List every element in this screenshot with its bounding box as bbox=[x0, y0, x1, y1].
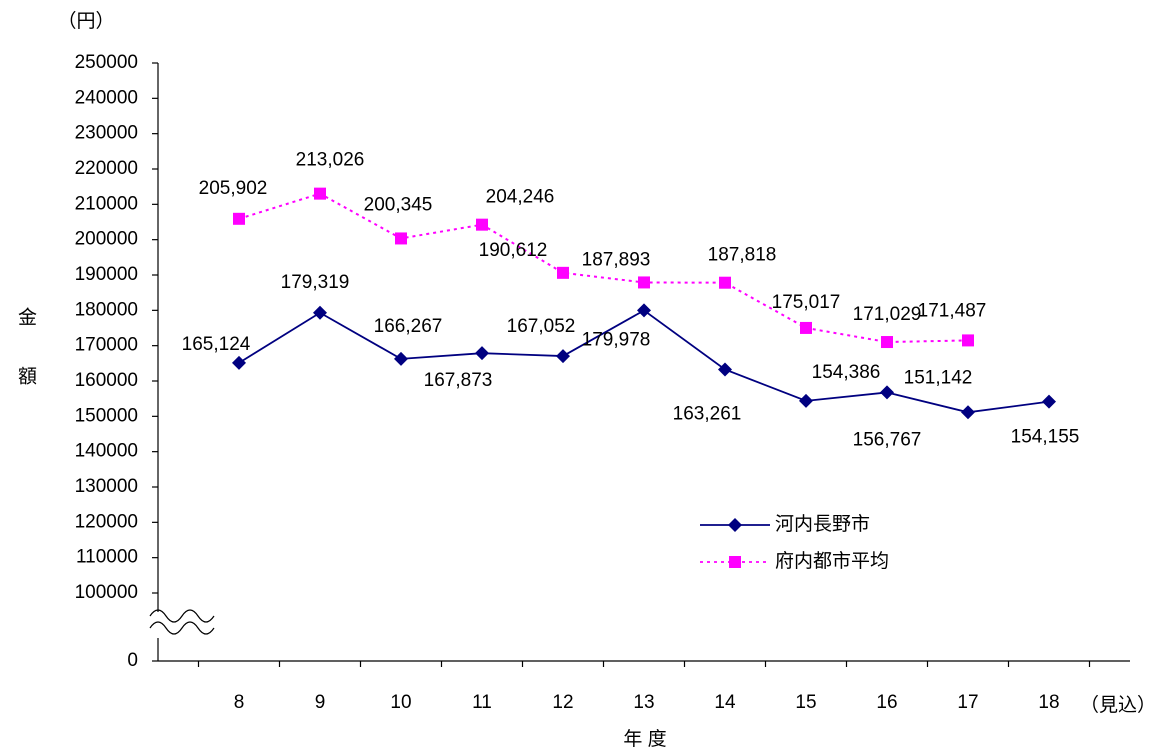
data-label: 179,978 bbox=[582, 329, 651, 350]
x-tick-label: 17 bbox=[957, 692, 978, 713]
y-tick-label: 100000 bbox=[75, 582, 138, 603]
x-tick-label: 9 bbox=[315, 692, 326, 713]
data-label: 205,902 bbox=[199, 178, 268, 199]
x-tick-label: 12 bbox=[552, 692, 573, 713]
y-tick-label: 120000 bbox=[75, 511, 138, 532]
point bbox=[233, 212, 245, 225]
x-tick-label: 15 bbox=[795, 692, 816, 713]
y-tick-label: 140000 bbox=[75, 441, 138, 462]
point bbox=[962, 334, 974, 347]
x-tick-label: 10 bbox=[390, 692, 411, 713]
point bbox=[476, 218, 488, 231]
x-tick-label: 11 bbox=[472, 692, 492, 713]
data-label: 167,052 bbox=[507, 316, 576, 337]
point bbox=[728, 518, 742, 532]
y-tick-label: 170000 bbox=[75, 335, 138, 356]
y-tick-label: 0 bbox=[127, 650, 138, 671]
x-tick-label: 13 bbox=[633, 692, 654, 713]
point bbox=[800, 321, 812, 334]
y-tick-label: 180000 bbox=[75, 299, 138, 320]
legend-label: 河内長野市 bbox=[775, 513, 870, 535]
point bbox=[1042, 394, 1056, 409]
data-label: 167,873 bbox=[424, 370, 493, 391]
point bbox=[395, 232, 407, 245]
data-label: 204,246 bbox=[486, 187, 555, 208]
series-line bbox=[238, 192, 969, 344]
point bbox=[799, 393, 813, 408]
data-label: 175,017 bbox=[772, 292, 841, 313]
point bbox=[729, 556, 741, 568]
x-tick-label: 8 bbox=[234, 692, 245, 713]
data-label: 179,319 bbox=[281, 272, 350, 293]
y-tick-label: 220000 bbox=[75, 158, 138, 179]
point bbox=[314, 187, 326, 200]
x-axis-label: 年 度 bbox=[623, 728, 666, 750]
data-label: 151,142 bbox=[904, 367, 973, 388]
point bbox=[556, 349, 570, 364]
y-tick-label: 130000 bbox=[75, 476, 138, 497]
legend-label: 府内都市平均 bbox=[775, 550, 889, 572]
y-tick-label: 250000 bbox=[75, 52, 138, 73]
y-tick-label: 230000 bbox=[75, 123, 138, 144]
data-label: 163,261 bbox=[673, 403, 742, 424]
point bbox=[638, 276, 650, 289]
y-tick-label: 200000 bbox=[75, 229, 138, 250]
data-label: 190,612 bbox=[479, 240, 548, 261]
y-tick-label: 160000 bbox=[75, 370, 138, 391]
y-tick-label: 210000 bbox=[75, 193, 138, 214]
data-label: 171,487 bbox=[918, 300, 987, 321]
y-tick-label: 150000 bbox=[75, 405, 138, 426]
point bbox=[961, 405, 975, 420]
x-tick-label: 16 bbox=[876, 692, 897, 713]
point bbox=[637, 303, 651, 318]
y-tick-label: 110000 bbox=[76, 547, 138, 568]
data-label: 154,386 bbox=[812, 362, 881, 383]
y-tick-label: 190000 bbox=[75, 264, 138, 285]
data-label: 213,026 bbox=[296, 150, 365, 171]
data-label: 200,345 bbox=[364, 194, 433, 215]
y-axis-label: 金額 bbox=[15, 307, 37, 425]
unit-label: （円） bbox=[57, 10, 114, 32]
data-label: 187,818 bbox=[708, 245, 777, 266]
data-label: 156,767 bbox=[853, 429, 922, 450]
point bbox=[475, 346, 489, 361]
data-label: 154,155 bbox=[1011, 427, 1080, 448]
point bbox=[232, 355, 246, 370]
point bbox=[881, 336, 893, 349]
point bbox=[313, 305, 327, 320]
point bbox=[719, 276, 731, 289]
point bbox=[880, 385, 894, 400]
point bbox=[557, 266, 569, 279]
data-label: 187,893 bbox=[582, 249, 651, 270]
axis-break bbox=[149, 609, 215, 635]
data-label: 171,029 bbox=[853, 304, 922, 325]
data-label: 165,124 bbox=[182, 334, 251, 355]
data-label: 166,267 bbox=[374, 316, 443, 337]
annotation: （見込） bbox=[1080, 694, 1156, 716]
point bbox=[718, 362, 732, 377]
x-tick-label: 14 bbox=[714, 692, 736, 713]
y-tick-label: 240000 bbox=[75, 87, 138, 108]
series-line bbox=[238, 309, 1050, 414]
x-tick-label: 18 bbox=[1038, 692, 1059, 713]
point bbox=[394, 351, 408, 366]
